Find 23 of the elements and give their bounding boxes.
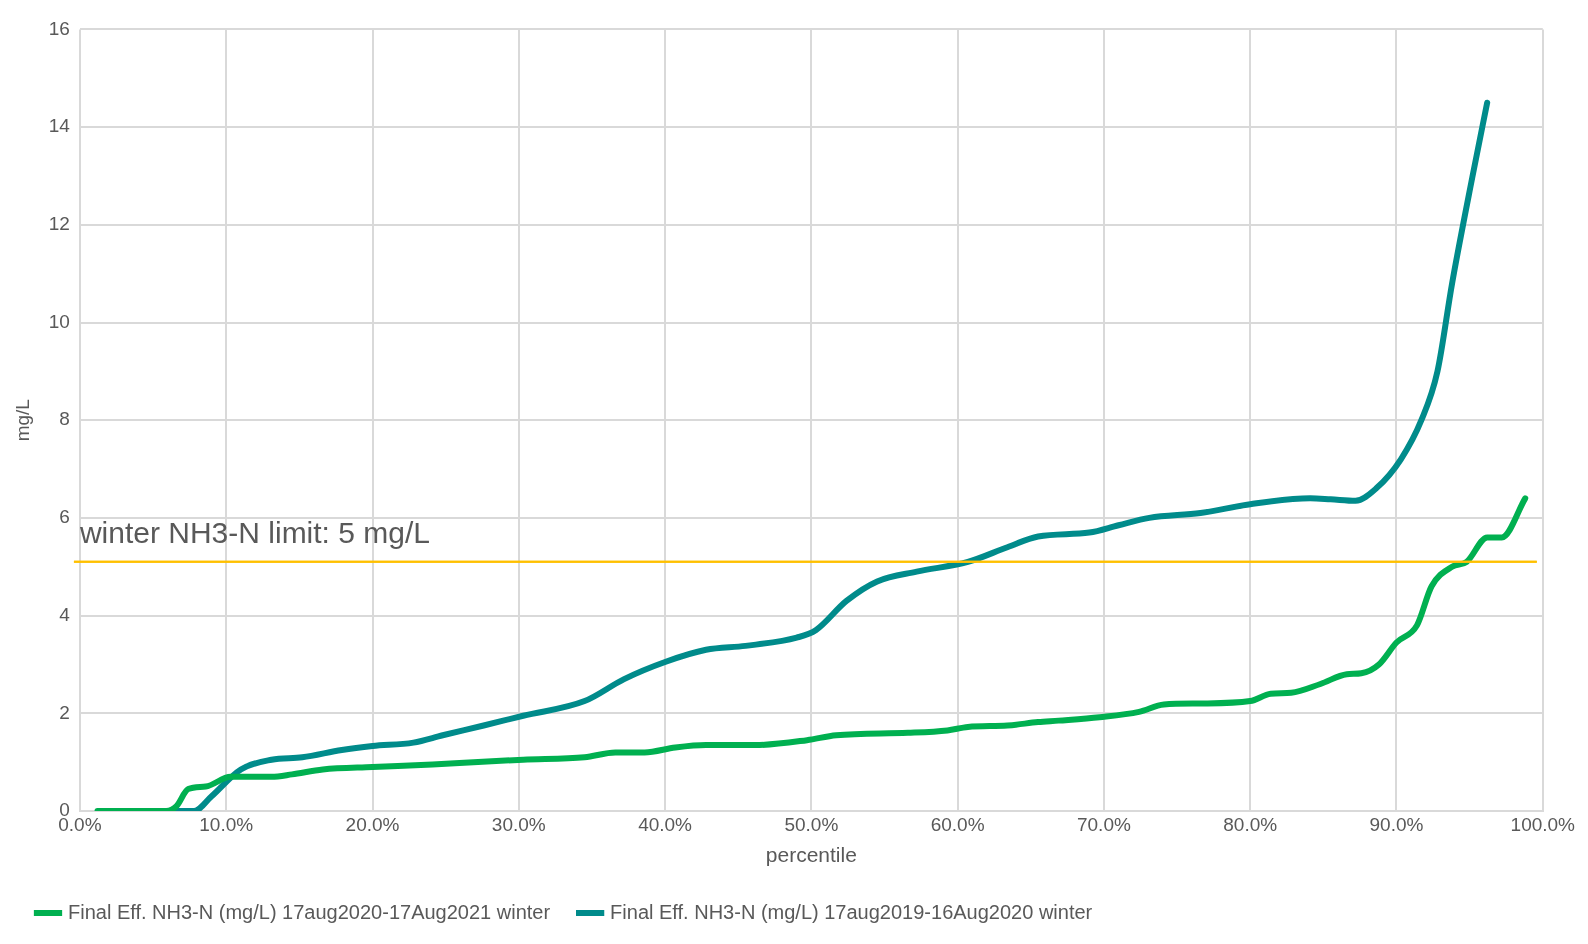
x-tick-label: 70.0% (1076, 813, 1131, 835)
x-tick-label: 60.0% (930, 813, 985, 835)
y-tick-label: 8 (59, 408, 70, 430)
y-tick-label: 12 (48, 213, 70, 235)
x-tick-label: 90.0% (1369, 813, 1424, 835)
y-tick-label: 4 (59, 603, 71, 625)
x-tick-label: 30.0% (491, 813, 546, 835)
ref-line-label: winter NH3-N limit: 5 mg/L (78, 516, 431, 550)
x-tick-label: 50.0% (784, 813, 839, 835)
x-axis-title: percentile (765, 843, 857, 867)
y-axis-title: mg/L (11, 399, 33, 442)
x-tick-label: 80.0% (1223, 813, 1278, 835)
y-tick-label: 2 (59, 701, 70, 723)
y-tick-label: 6 (59, 506, 70, 528)
y-tick-label: 10 (48, 310, 70, 332)
legend-label: Final Eff. NH3-N (mg/L) 17aug2020-17Aug2021 winter (68, 900, 551, 923)
y-tick-label: 14 (48, 115, 71, 137)
y-tick-label: 16 (48, 17, 70, 39)
legend-label: Final Eff. NH3-N (mg/L) 17aug2019-16Aug2020 winter (610, 900, 1093, 923)
x-tick-label: 100.0% (1510, 813, 1576, 835)
x-tick-label: 40.0% (638, 813, 693, 835)
x-tick-label: 20.0% (345, 813, 400, 835)
x-tick-label: 10.0% (199, 813, 254, 835)
